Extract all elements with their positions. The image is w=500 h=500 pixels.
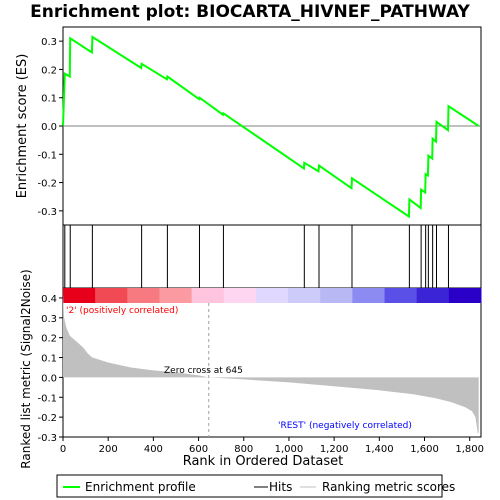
legend-hits-label: Hits — [269, 480, 292, 494]
zero-cross-label: Zero cross at 645 — [164, 366, 243, 376]
es-axis-label: Enrichment score (ES) — [15, 54, 30, 199]
enrichment-profile-line — [62, 35, 480, 219]
x-tick-label-5: 1,000 — [275, 444, 304, 455]
x-tick-label-3: 600 — [189, 444, 208, 455]
x-tick-label-2: 400 — [144, 444, 163, 455]
heatmap-segment-0 — [63, 288, 96, 303]
negative-correlation-label: 'REST' (negatively correlated) — [278, 421, 412, 431]
heatmap-segment-1 — [95, 288, 128, 303]
legend-es-label: Enrichment profile — [85, 480, 196, 494]
es-tick-label-3: 0.0 — [41, 122, 57, 133]
metric-tick-label-7: 0.4 — [41, 294, 57, 305]
metric-tick-label-1: -0.2 — [37, 413, 57, 424]
metric-panel — [63, 294, 479, 437]
x-tick-label-7: 1,400 — [365, 444, 394, 455]
metric-tick-label-2: -0.1 — [37, 393, 57, 404]
rank-heatmap-bar — [63, 288, 482, 303]
heatmap-segment-2 — [127, 288, 160, 303]
metric-tick-label-0: -0.3 — [37, 433, 57, 444]
legend: Enrichment profile Hits Ranking metric s… — [56, 474, 455, 498]
hits-panel — [64, 225, 449, 288]
x-tick-label-0: 0 — [60, 444, 66, 455]
heatmap-segment-12 — [448, 288, 482, 303]
es-tick-label-1: -0.2 — [37, 179, 57, 190]
x-axis-label: Rank in Ordered Dataset — [183, 454, 344, 469]
axis-ticks: 0 200 400 600 800 1,000 1,200 1,400 1,600 1,800 -0… — [37, 37, 484, 455]
es-tick-label-6: 0.3 — [41, 37, 57, 48]
x-tick-label-8: 1,600 — [410, 444, 439, 455]
metric-tick-label-6: 0.3 — [41, 314, 57, 325]
metric-tick-label-5: 0.2 — [41, 334, 57, 345]
x-tick-label-9: 1,800 — [455, 444, 484, 455]
metric-axis-label: Ranked list metric (Signal2Noise) — [19, 269, 33, 468]
heatmap-segment-7 — [288, 288, 321, 303]
heatmap-segment-6 — [255, 288, 289, 303]
hits-panel-frame — [62, 224, 482, 289]
es-tick-label-0: -0.3 — [37, 207, 57, 218]
metric-tick-label-4: 0.1 — [41, 354, 57, 365]
legend-metric-label: Ranking metric scores — [322, 480, 455, 494]
heatmap-segment-8 — [320, 288, 353, 303]
chart-title: Enrichment plot: BIOCARTA_HIVNEF_PATHWAY — [30, 2, 470, 22]
metric-tick-label-3: 0.0 — [41, 373, 57, 384]
es-tick-label-4: 0.1 — [41, 94, 57, 105]
es-panel — [62, 35, 481, 219]
es-tick-label-5: 0.2 — [41, 65, 57, 76]
heatmap-segment-5 — [223, 288, 257, 303]
legend-box — [56, 474, 443, 498]
heatmap-segment-9 — [352, 288, 386, 303]
heatmap-segment-10 — [384, 288, 418, 303]
x-tick-label-4: 800 — [234, 444, 253, 455]
es-tick-label-2: -0.1 — [37, 150, 57, 161]
x-tick-label-6: 1,200 — [320, 444, 349, 455]
heatmap-segment-11 — [416, 288, 450, 303]
heatmap-segment-4 — [191, 288, 225, 303]
heatmap-segment-3 — [159, 288, 193, 303]
positive-correlation-label: '2' (positively correlated) — [66, 306, 178, 316]
x-tick-label-1: 200 — [99, 444, 118, 455]
